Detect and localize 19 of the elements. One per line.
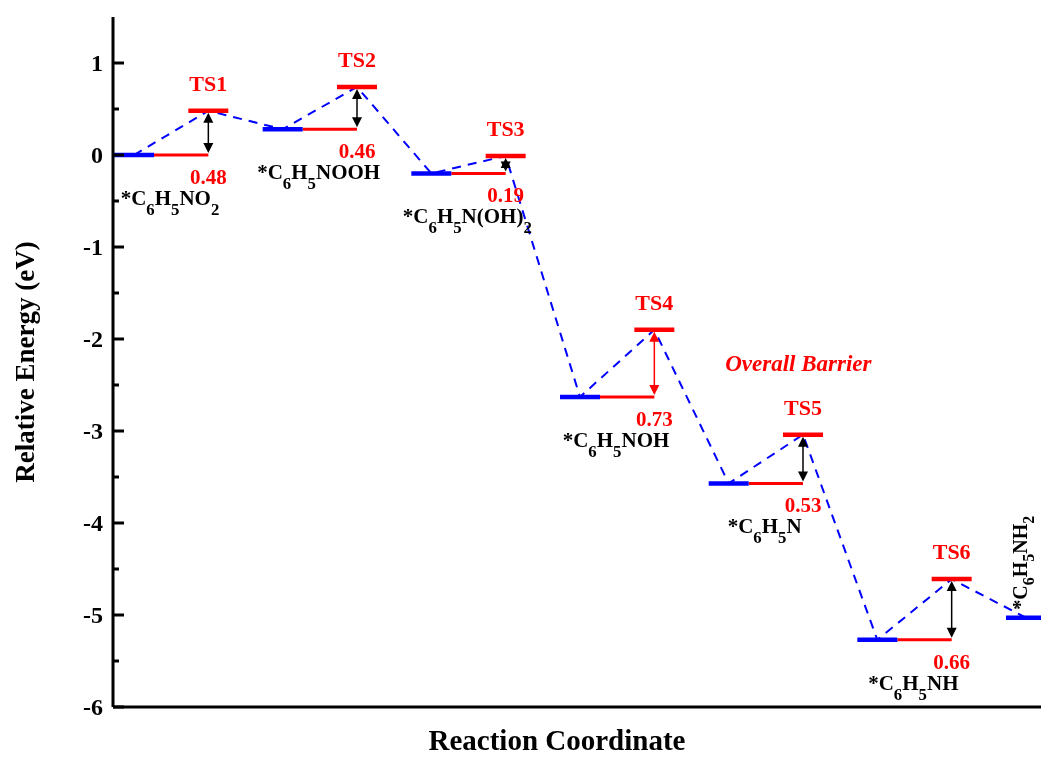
annotation: 0.48 (189, 165, 227, 189)
annotation: TS1 (189, 70, 228, 96)
y-tick-label: 0 (91, 142, 103, 169)
x-axis-title: Reaction Coordinate (428, 724, 686, 756)
annotation: *C$_{6}$H$_{5}$NO$_{2}$ (120, 186, 220, 219)
annotation: TS5 (784, 394, 822, 420)
annotation: Overall Barrier (725, 350, 873, 376)
y-tick-label: -3 (83, 418, 103, 445)
y-tick-label: -5 (83, 602, 103, 629)
annotation: TS3 (486, 115, 525, 141)
y-tick-label: -4 (83, 510, 103, 537)
y-tick-label: -2 (83, 326, 103, 353)
y-tick-label: -6 (83, 694, 103, 721)
y-axis-title: Relative Energy (eV) (10, 241, 40, 483)
y-tick-label: 1 (91, 50, 103, 77)
annotation: TS2 (338, 46, 376, 72)
annotation: TS4 (635, 289, 674, 315)
y-tick-label: -1 (83, 234, 103, 261)
annotation: TS6 (932, 539, 971, 565)
